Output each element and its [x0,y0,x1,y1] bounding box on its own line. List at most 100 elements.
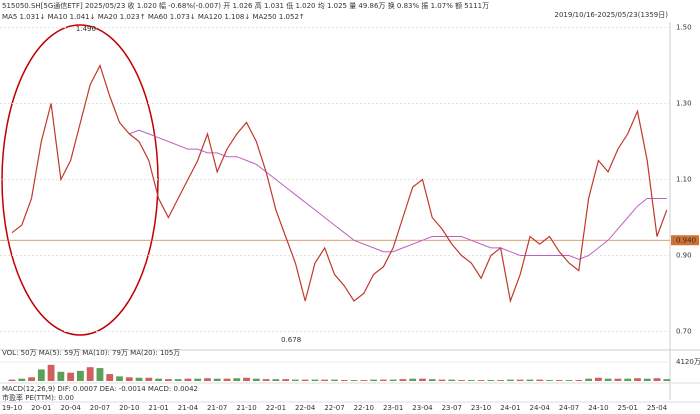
volume-bar [311,379,319,381]
volume-bar [243,377,250,381]
volume-bar [555,380,563,381]
volume-bar [194,378,202,381]
volume-bar [262,379,270,381]
volume-bar [379,379,387,381]
volume-bar [624,378,632,381]
x-tick-label: 25-01 [618,404,638,412]
volume-bar [634,378,641,381]
ma-header: MA5 1.031↓ MA10 1.041↓ MA20 1.023↑ MA60 … [2,13,305,21]
x-tick-label: 19-10 [2,404,22,412]
volume-bar [409,378,417,381]
volume-bar [135,377,143,381]
volume-bar [86,367,94,381]
volume-bar [233,378,241,381]
x-tick-label: 21-01 [148,404,168,412]
volume-bar [575,380,583,381]
volume-bar [252,378,260,381]
volume-bar [76,370,84,381]
vol-header: VOL: 50万 MA(5): 59万 MA(10): 79万 MA(20): … [2,349,180,357]
x-tick-label: 24-04 [530,404,551,412]
volume-bar [321,379,329,381]
volume-bar [213,378,221,381]
volume-bar [399,379,407,381]
y-tick-label: 0.90 [676,251,692,259]
y-tick-label: 0.70 [676,327,692,335]
volume-bar [18,378,26,381]
ma-line [129,129,667,260]
volume-bar [487,380,495,381]
x-tick-label: 22-01 [266,404,286,412]
x-tick-label: 23-01 [383,404,403,412]
price-line [11,64,668,304]
volume-bar [448,379,456,381]
volume-bar [47,364,55,381]
volume-bar [301,379,309,381]
volume-bar [614,378,622,381]
x-tick-label: 25-04 [647,404,668,412]
x-tick-label: 23-04 [412,404,433,412]
x-tick-label: 24-01 [500,404,520,412]
volume-bar [204,378,211,381]
pe-header: 市盈率 PE(TTM): 0.00 [2,393,74,402]
volume-bar [28,377,35,381]
volume-bar [506,379,514,381]
volume-bar [438,379,446,381]
x-tick-label: 22-07 [324,404,344,412]
x-tick-label: 21-04 [178,404,199,412]
volume-bar [106,374,114,381]
x-tick-label: 20-10 [119,404,139,412]
x-tick-label: 23-07 [442,404,462,412]
volume-bar [467,380,475,381]
volume-bar [174,379,182,381]
volume-bar [8,379,16,381]
volume-bar [536,379,544,381]
x-tick-label: 20-01 [31,404,51,412]
volume-bar [389,379,397,381]
volume-bar [350,380,358,381]
x-tick-label: 21-07 [207,404,227,412]
volume-bar [419,378,426,381]
volume-bar [125,377,133,381]
macd-header: MACD(12,26,9) DIF: 0.0007 DEA: -0.0014 M… [2,385,198,393]
volume-bar [223,378,231,381]
volume-bar [272,379,280,381]
high-label: 1.496 [76,25,97,33]
low-label: 0.678 [281,336,301,344]
volume-bar [37,369,45,381]
y-tick-label: 1.50 [676,24,692,32]
volume-bar [526,379,534,381]
volume-bar [477,380,485,381]
volume-bar [643,378,651,381]
volume-bar [585,378,593,381]
x-tick-label: 24-10 [588,404,608,412]
volume-bar [565,380,573,381]
volume-bar [291,379,299,381]
volume-bar [594,377,602,381]
volume-bar [604,378,612,381]
volume-bar [340,380,348,381]
volume-bar [67,372,75,381]
x-tick-label: 22-10 [354,404,374,412]
volume-bar [360,380,368,381]
date-range: 2019/10/16-2025/05/23(1359日) [555,11,669,19]
y-tick-label: 1.30 [676,100,692,108]
header: 515050.SH[5G通信ETF] 2025/05/23 收 1.020 幅 … [2,1,489,10]
volume-bar [116,376,123,381]
volume-bar [653,378,661,381]
x-tick-label: 20-07 [90,404,110,412]
x-tick-label: 24-07 [559,404,579,412]
last-price-box [671,235,699,246]
volume-bar [282,379,290,381]
volume-bar [428,379,436,381]
x-tick-label: 22-04 [295,404,316,412]
last-price-label: 0.940 [676,236,696,244]
volume-bar [145,377,153,381]
volume-bar [96,368,104,381]
volume-bar [516,379,524,381]
volume-bar [663,379,671,381]
x-tick-label: 23-10 [471,404,491,412]
volume-bar [184,378,192,381]
volume-bar [331,379,338,381]
